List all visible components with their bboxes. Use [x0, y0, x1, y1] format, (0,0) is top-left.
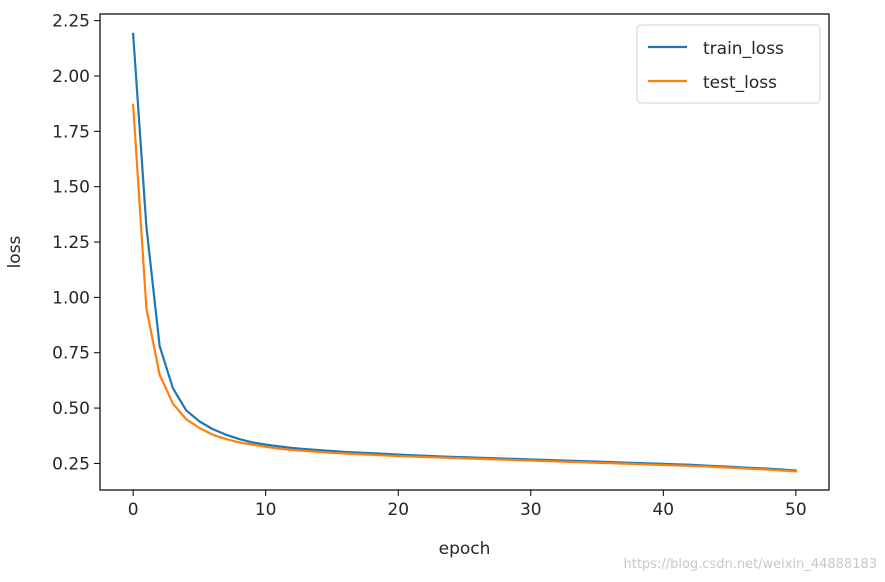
x-tick-label: 10: [255, 500, 277, 520]
x-tick-label: 40: [652, 500, 674, 520]
watermark-text: https://blog.csdn.net/weixin_44888183: [623, 557, 877, 572]
x-tick-label: 0: [128, 500, 139, 520]
legend-label-train_loss: train_loss: [703, 39, 784, 59]
x-axis-label: epoch: [439, 539, 491, 559]
x-tick-label: 20: [387, 500, 409, 520]
series-layer: [131, 32, 798, 473]
y-axis-label: loss: [5, 235, 25, 268]
series-line-test_loss: [131, 103, 798, 473]
y-tick-label: 1.00: [52, 288, 90, 308]
axes-layer: 0 10 20 30 40 50 0.25 0.50 0.75 1.00 1.25 1.50 1.75 2…: [52, 12, 830, 520]
y-tick-label: 0.50: [52, 399, 90, 419]
legend: train_loss test_loss: [636, 24, 821, 104]
series-line-train_loss: [131, 32, 798, 472]
y-tick-label: 1.25: [52, 233, 90, 253]
legend-box: [636, 24, 821, 104]
y-tick-label: 1.50: [52, 178, 90, 198]
x-tick-label: 50: [785, 500, 807, 520]
y-tick-label: 1.75: [52, 122, 90, 142]
legend-label-test_loss: test_loss: [703, 73, 777, 93]
y-tick-label: 2.25: [52, 12, 90, 32]
y-tick-label: 2.00: [52, 67, 90, 87]
y-tick-label: 0.75: [52, 344, 90, 364]
x-tick-label: 30: [520, 500, 542, 520]
plot-frame: [99, 13, 830, 491]
y-tick-label: 0.25: [52, 454, 90, 474]
